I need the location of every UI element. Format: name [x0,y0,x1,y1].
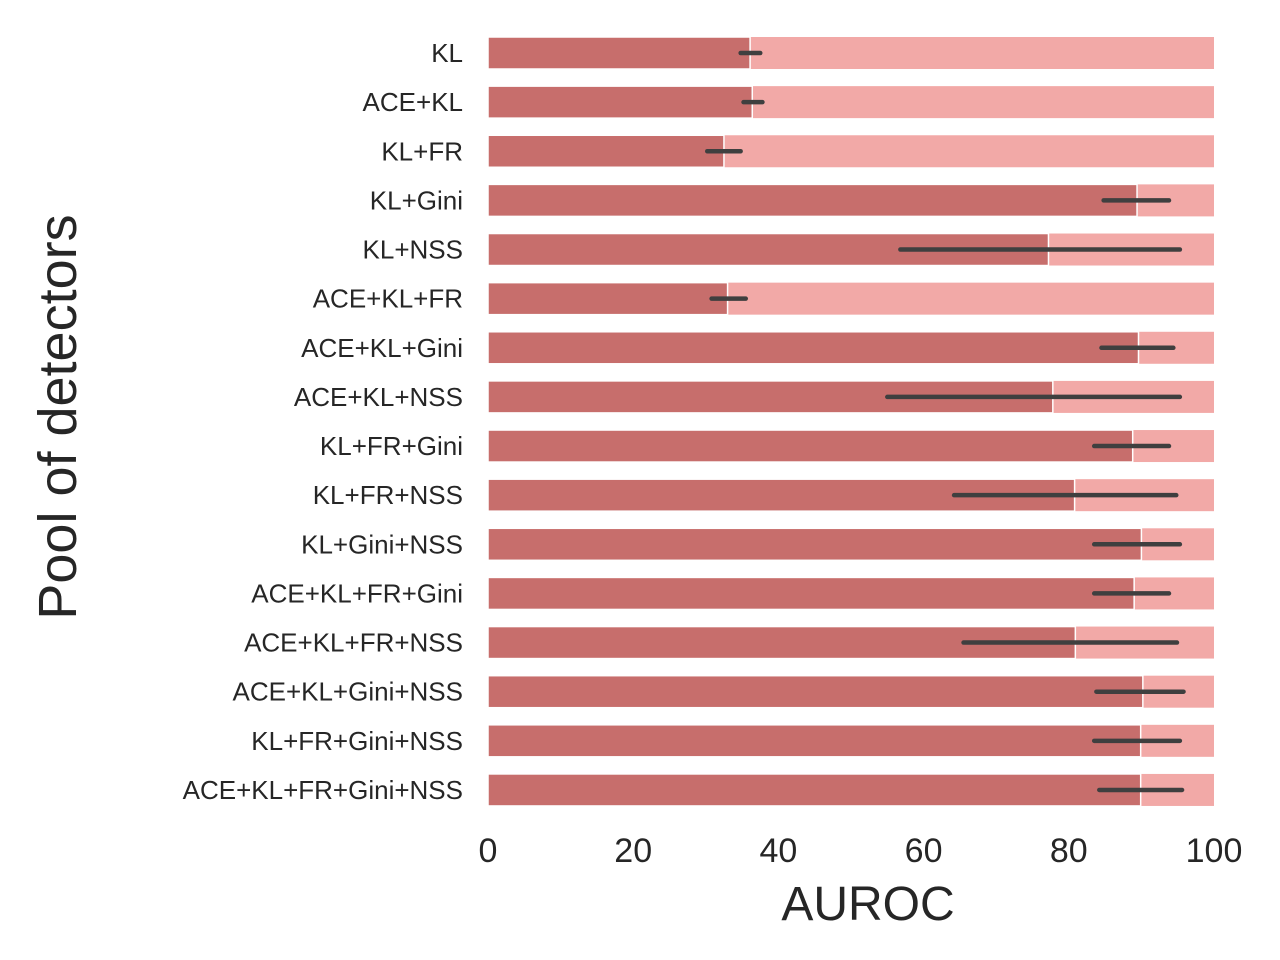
category-label: KL+FR+Gini [320,431,463,461]
x-tick-label: 80 [1050,832,1088,870]
x-tick-label: 20 [614,832,652,870]
value-bar [487,773,1142,807]
category-label: ACE+KL+NSS [294,382,463,412]
category-labels: KL ACE+KL KL+FR KL+Gini KL+NSS ACE+KL+FR ACE+K… [183,38,463,805]
category-label: ACE+KL+Gini [301,333,463,363]
value-bar [487,724,1142,758]
error-bars [705,50,1186,793]
category-label: KL+Gini [370,185,463,215]
category-label: KL+FR+NSS [313,480,463,510]
value-bar [487,85,754,119]
x-tick-label: 100 [1186,832,1243,870]
value-bar [487,331,1140,365]
category-label: ACE+KL+FR+NSS [244,628,463,658]
x-axis-title: AUROC [781,878,954,931]
category-label: KL+FR [381,136,463,166]
value-bar [487,183,1138,218]
category-label: ACE+KL+FR [313,284,463,314]
y-axis-title: Pool of detectors [28,214,88,619]
category-label: ACE+KL+Gini+NSS [232,677,463,707]
category-label: KL+NSS [363,235,463,265]
category-label: KL+Gini+NSS [301,529,463,559]
x-tick-label: 0 [479,832,498,870]
category-label: KL+FR+Gini+NSS [251,726,463,756]
value-bar [487,134,725,169]
value-bar [487,674,1144,709]
category-label: ACE+KL+FR+Gini+NSS [183,775,463,805]
value-bar [487,527,1143,562]
value-bars [487,36,1144,807]
x-tick-labels: 0 20 40 60 80 100 [479,832,1243,870]
value-bar [487,576,1135,611]
value-bar [487,281,729,316]
value-bar [487,429,1134,463]
x-tick-label: 40 [759,832,797,870]
value-bar [487,36,751,70]
category-label: ACE+KL+FR+Gini [251,578,463,608]
x-tick-label: 60 [905,832,943,870]
category-label: ACE+KL [363,87,463,117]
category-label: KL [431,38,463,68]
